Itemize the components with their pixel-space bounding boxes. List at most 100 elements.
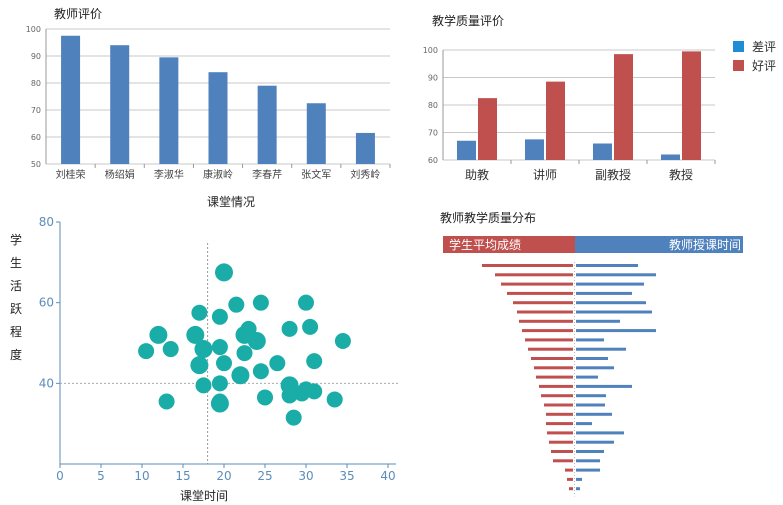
bar-left [569, 487, 573, 491]
bar-right [576, 431, 624, 435]
bar-left [546, 412, 573, 416]
x-tick-label: 10 [134, 469, 149, 483]
scatter-point [211, 339, 228, 356]
chart-title: 教学质量评价 [432, 13, 504, 28]
y-tick-label: 80 [31, 79, 41, 88]
scatter-point [149, 325, 168, 344]
scatter-point [186, 325, 205, 344]
teacher-evaluation-chart: 教师评价 50 60 70 80 90 100 刘桂荣 杨绍娟 李淑华 康淑岭 李春芹 张文军 刘秀岭 [26, 6, 391, 181]
bar-right [576, 357, 608, 360]
x-tick-label: 40 [380, 469, 395, 483]
bar-left [528, 347, 573, 351]
x-tick-label: 0 [56, 469, 64, 483]
bar-right [576, 264, 638, 267]
bar-positive [682, 51, 701, 160]
scatter-point [211, 375, 228, 392]
bar-right [576, 477, 582, 481]
scatter-point [138, 343, 155, 360]
y-tick-label: 40 [39, 376, 54, 390]
x-axis-label: 课堂时间 [180, 489, 228, 503]
y-tick-label: 100 [423, 46, 438, 55]
x-tick-label: 康淑岭 [203, 168, 233, 181]
bar-right [576, 310, 652, 314]
bar-right [576, 338, 604, 342]
y-axis-label-char: 活 [10, 279, 22, 293]
bar-left [536, 375, 573, 379]
bar-left [553, 459, 573, 463]
scatter-point [194, 340, 213, 359]
bar-left [513, 301, 573, 305]
y-grid: 50 60 70 80 90 100 [26, 25, 390, 169]
x-tick-label: 刘秀岭 [350, 168, 380, 181]
y-tick-label: 70 [31, 106, 41, 115]
bar-right [576, 394, 606, 398]
y-tick-label: 80 [39, 215, 54, 229]
scatter-point [302, 318, 319, 335]
x-tick-label: 5 [97, 469, 105, 483]
bar-left [531, 357, 573, 360]
bar-left [495, 273, 573, 277]
scatter-point [158, 393, 175, 410]
bar-left [565, 468, 573, 472]
scatter-point [231, 366, 250, 385]
scatter-point [247, 331, 266, 350]
series-header-left [443, 236, 575, 253]
legend-swatch [733, 41, 744, 52]
bar-positive [546, 81, 565, 160]
bar [257, 85, 277, 164]
bar-left [541, 394, 573, 398]
bar-right [576, 412, 612, 416]
legend-label: 差评 [752, 40, 776, 54]
scatter-point [210, 394, 229, 413]
series-label: 学生平均成绩 [449, 237, 521, 252]
scatter-point [252, 363, 269, 380]
scatter-point [257, 389, 273, 406]
y-axis-label-char: 度 [10, 347, 22, 362]
bar-left [567, 477, 573, 481]
bar-right [576, 468, 600, 472]
series-label: 教师授课时间 [669, 237, 741, 252]
scatter-point [252, 294, 269, 311]
x-tick-label: 李春芹 [252, 168, 282, 181]
x-tick-label: 25 [257, 469, 272, 483]
x-tick-label: 副教授 [595, 167, 631, 182]
x-tick-label: 20 [216, 469, 231, 483]
y-axis-label-char: 程 [10, 324, 22, 339]
chart-title: 教师教学质量分布 [440, 210, 536, 225]
bar-left [519, 319, 573, 323]
bar-right [576, 487, 580, 491]
bar [159, 57, 179, 164]
scatter-point [269, 355, 286, 372]
x-tick-labels: 助教 讲师 副教授 教授 [465, 160, 716, 182]
scatter-point [293, 385, 310, 402]
bar-left [522, 329, 573, 333]
bar-group [457, 51, 701, 160]
y-tick-label: 80 [428, 101, 438, 110]
y-tick-label: 90 [31, 52, 41, 61]
bar [110, 45, 130, 165]
scatter-point [215, 263, 233, 282]
bar-right [576, 329, 656, 333]
scatter-point [195, 377, 212, 394]
bar-right [576, 384, 632, 388]
series-header: 学生平均成绩 教师授课时间 [443, 236, 743, 253]
scatter-point [190, 356, 209, 375]
bar [306, 103, 326, 164]
scatter-point [306, 383, 323, 400]
scatter-point [191, 304, 208, 321]
x-tick-label: 30 [298, 469, 313, 483]
scatter-point [162, 341, 179, 358]
quality-distribution-chart: 教师教学质量分布 学生平均成绩 教师授课时间 [440, 210, 743, 497]
x-tick-label: 讲师 [533, 167, 557, 182]
bar-right [576, 301, 646, 305]
bar-left [525, 338, 573, 342]
y-tick-label: 50 [31, 160, 41, 169]
x-tick-label: 35 [339, 469, 354, 483]
bar-right [576, 366, 614, 370]
scatter-point [216, 355, 232, 372]
y-axis-label-char: 学 [10, 232, 22, 247]
bar-positive [478, 98, 497, 160]
bar-left [549, 440, 573, 444]
